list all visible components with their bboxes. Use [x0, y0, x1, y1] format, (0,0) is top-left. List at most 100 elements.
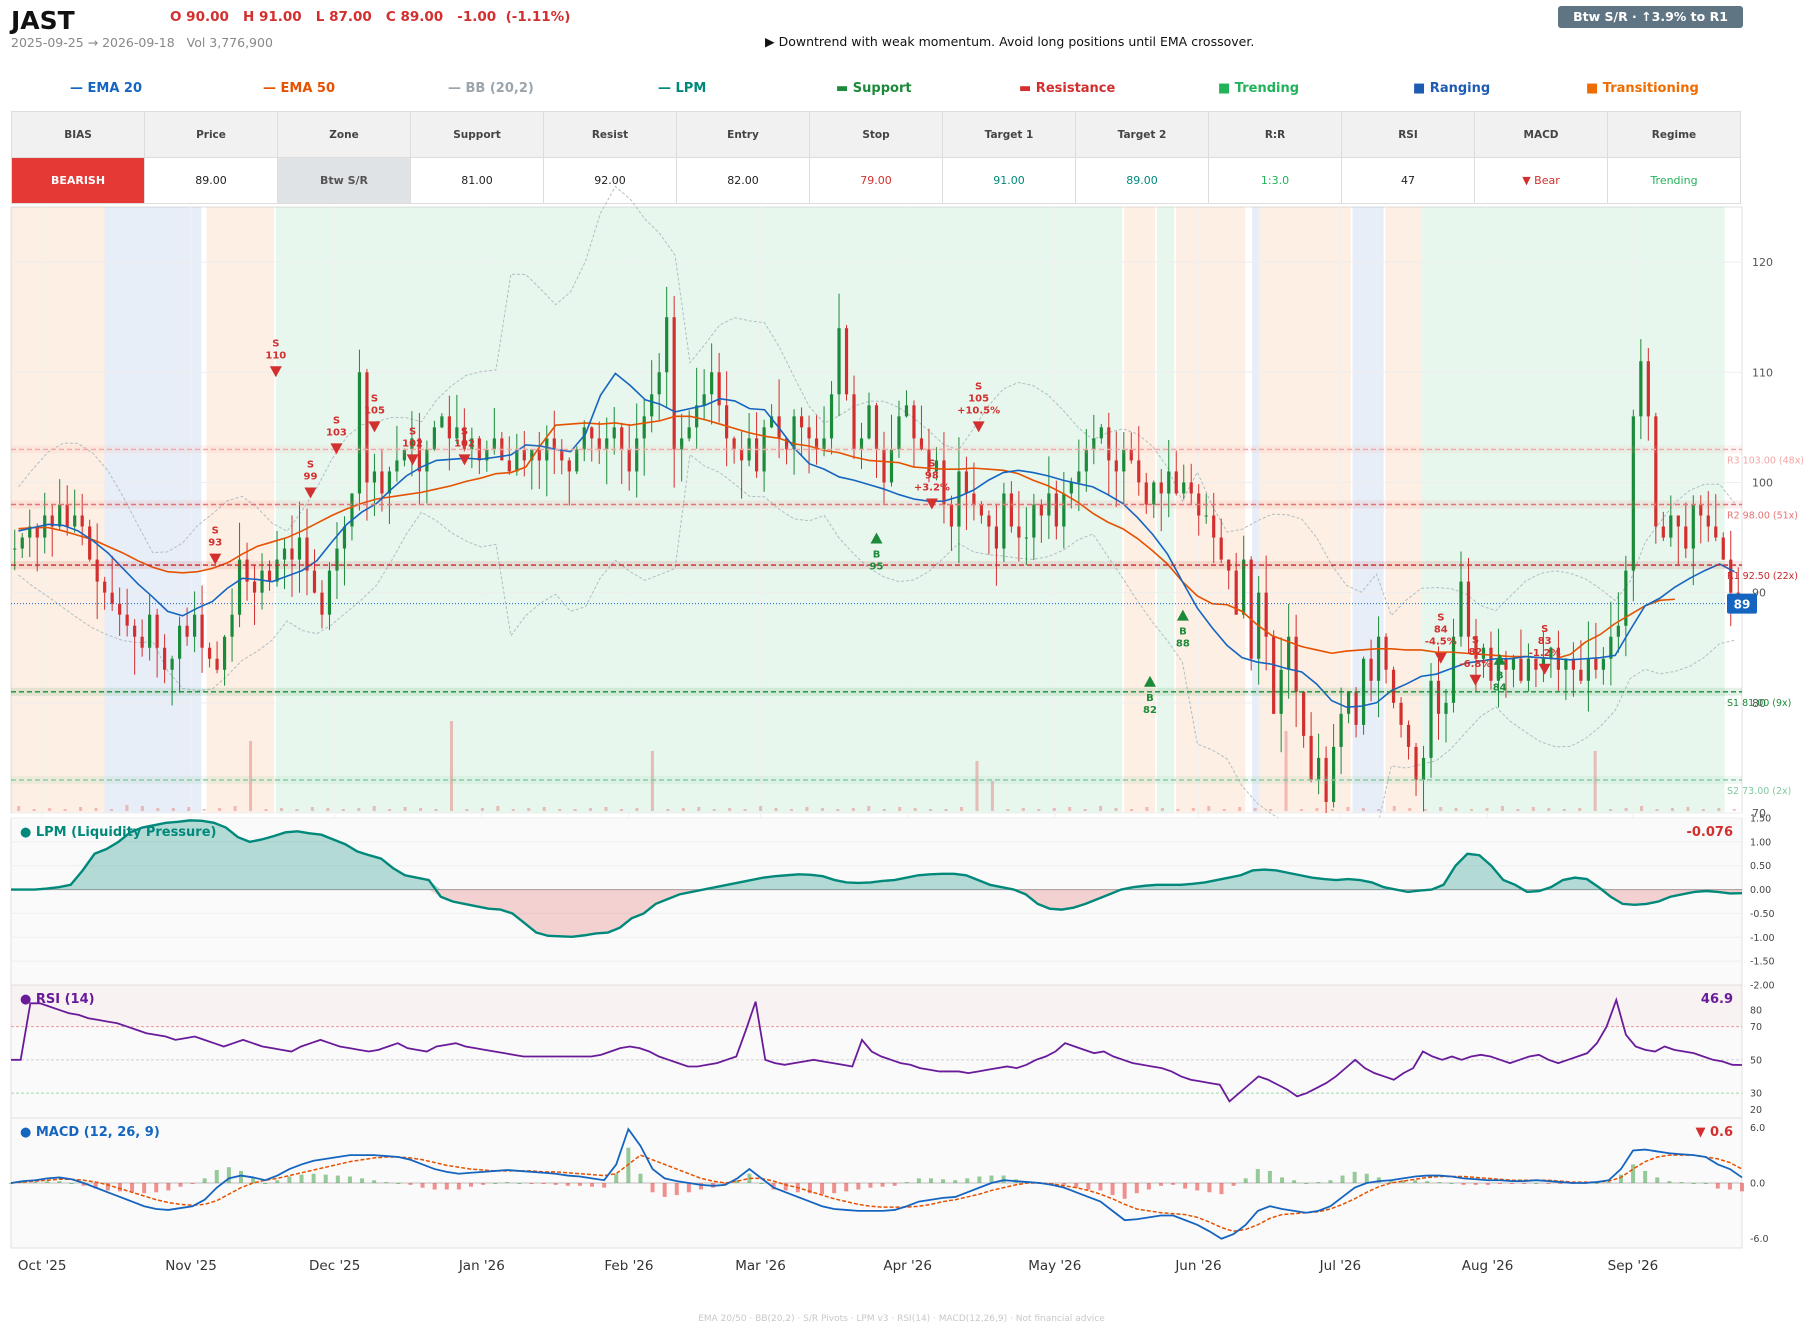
volume-bar	[1686, 807, 1690, 811]
macd-histogram-bar	[1219, 1183, 1224, 1195]
volume-bar	[63, 809, 67, 811]
sell-signal-marker	[209, 553, 222, 565]
volume-bar	[975, 761, 979, 811]
candle-body	[1421, 757, 1426, 780]
volume-bar	[944, 809, 948, 811]
candle-body	[1017, 526, 1021, 538]
macd-histogram-bar	[456, 1183, 461, 1190]
candle-body	[267, 570, 272, 582]
macd-histogram-bar	[577, 1183, 582, 1186]
candle-body	[1144, 482, 1148, 505]
sell-signal-marker	[1538, 663, 1551, 675]
candle-body	[769, 416, 774, 428]
legend-transitioning: ■ Transitioning	[1586, 81, 1699, 96]
macd-histogram-bar	[1376, 1177, 1381, 1183]
sr-level-label: R1 92.50 (22x)	[1727, 571, 1798, 582]
macd-histogram-bar	[1098, 1183, 1103, 1191]
volume-bar	[1547, 808, 1551, 811]
candle-body	[1317, 757, 1321, 780]
macd-histogram-bar	[565, 1183, 570, 1186]
last-price-tag-label: 89	[1734, 598, 1751, 612]
month-label: Jun '26	[1174, 1258, 1221, 1274]
volume-bar	[1222, 809, 1226, 811]
volume-bar	[1330, 809, 1334, 811]
candle-body	[35, 526, 39, 538]
volume-bar	[449, 721, 453, 811]
volume-bar	[1114, 808, 1118, 811]
candle-body	[702, 394, 706, 406]
sell-signal-label: S	[307, 459, 314, 470]
volume-bar	[1068, 807, 1072, 811]
candle-body	[1654, 416, 1658, 527]
buy-signal-marker	[870, 532, 883, 544]
candle-body	[919, 438, 924, 450]
stats-macd: ▼ Bear	[1474, 157, 1608, 204]
candle-body	[582, 427, 586, 450]
volume-bar	[1006, 809, 1010, 811]
macd-histogram-bar	[1667, 1181, 1672, 1183]
candle-body	[1474, 636, 1478, 659]
volume-bar	[527, 808, 531, 811]
macd-histogram-bar	[251, 1177, 256, 1183]
macd-histogram-bar	[892, 1183, 897, 1186]
candle-body	[1609, 636, 1613, 659]
macd-histogram-bar	[57, 1181, 62, 1183]
candle-body	[829, 394, 834, 439]
candle-body	[597, 438, 601, 450]
legend-lpm: — LPM	[658, 81, 707, 96]
sell-signal-label: S	[409, 426, 416, 437]
volume-bar	[1408, 808, 1412, 811]
rsi-line	[11, 997, 1743, 1103]
candle-body	[1182, 482, 1186, 494]
stats-header-resist: Resist	[543, 111, 677, 158]
sell-signal-label: S	[333, 415, 340, 426]
volume-bar	[125, 805, 129, 811]
macd-histogram-bar	[81, 1183, 86, 1186]
rsi-tick-label: 50	[1750, 1055, 1762, 1066]
candle-body	[1706, 515, 1710, 527]
candle-body	[1069, 482, 1073, 494]
macd-histogram-bar	[1425, 1181, 1430, 1183]
candle-body	[844, 328, 849, 395]
macd-histogram-bar	[590, 1183, 595, 1187]
candle-body	[537, 449, 541, 461]
macd-histogram-bar	[735, 1180, 740, 1183]
stats-entry: 82.00	[676, 157, 810, 204]
volume-bar	[1300, 809, 1304, 811]
candle-body	[1729, 559, 1733, 593]
sell-signal-label: 110	[265, 350, 286, 361]
candle-body	[1369, 658, 1373, 681]
candle-body	[882, 449, 886, 483]
macd-histogram-bar	[856, 1183, 861, 1190]
candle-body	[1167, 471, 1171, 494]
lpm-tick-label: -0.50	[1750, 909, 1775, 920]
volume-bar	[1176, 809, 1180, 811]
candle-body	[192, 614, 197, 637]
stats-header-macd: MACD	[1474, 111, 1608, 158]
sell-signal-label: S	[461, 426, 468, 437]
macd-tick-label: 6.0	[1750, 1123, 1765, 1134]
sell-signal-label: S	[1472, 635, 1479, 646]
macd-histogram-bar	[117, 1183, 122, 1192]
sell-signal-label: 105	[968, 393, 989, 404]
volume-bar	[1732, 809, 1736, 811]
buy-signal-marker	[1176, 609, 1189, 621]
candle-body	[80, 515, 84, 527]
candle-body	[1391, 669, 1396, 703]
volume-bar	[1640, 806, 1644, 811]
candle-body	[695, 405, 699, 428]
macd-histogram-bar	[1497, 1183, 1502, 1184]
sell-signal-marker	[330, 443, 343, 455]
macd-histogram-bar	[880, 1183, 885, 1187]
macd-histogram-bar	[553, 1183, 558, 1185]
candle-body	[155, 614, 159, 648]
candle-body	[103, 581, 107, 593]
candle-body	[1002, 493, 1006, 549]
macd-histogram-bar	[1413, 1180, 1418, 1183]
regime-band	[1252, 207, 1260, 813]
volume-bar	[1130, 809, 1134, 811]
candle-body	[567, 460, 571, 472]
macd-histogram-bar	[1449, 1183, 1454, 1184]
macd-histogram-bar	[1304, 1183, 1309, 1184]
volume-bar	[1701, 809, 1705, 811]
